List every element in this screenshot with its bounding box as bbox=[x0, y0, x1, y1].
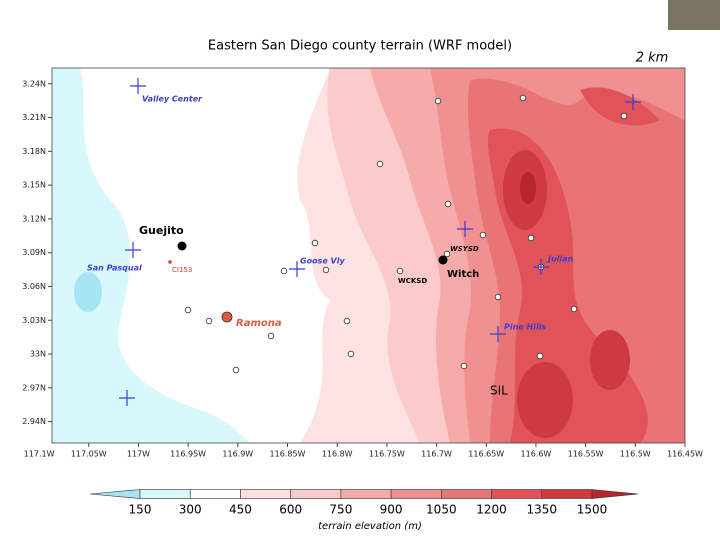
terrain-fill bbox=[74, 272, 102, 312]
corner-label: 2 km bbox=[636, 51, 669, 66]
station-label: Goose Vly bbox=[300, 257, 345, 266]
colorbar-tick-label: 1350 bbox=[527, 503, 558, 517]
colorbar-label: terrain elevation (m) bbox=[318, 521, 422, 532]
title: Eastern San Diego county terrain (WRF mo… bbox=[208, 39, 512, 54]
x-tick-label: 116.9W bbox=[222, 450, 253, 459]
colorbar-swatch bbox=[491, 489, 543, 499]
station-dot bbox=[438, 255, 448, 265]
x-tick-label: 117.1W bbox=[24, 450, 55, 459]
station-label: CI153 bbox=[172, 266, 192, 274]
colorbar-swatch bbox=[541, 489, 593, 499]
colorbar-swatch bbox=[139, 489, 191, 499]
colorbar-tick-label: 1050 bbox=[426, 503, 457, 517]
colorbar-swatch bbox=[189, 489, 241, 499]
colorbar-tick-label: 1500 bbox=[577, 503, 608, 517]
colorbar-swatch bbox=[340, 489, 392, 499]
colorbar-tick-label: 150 bbox=[129, 503, 152, 517]
colorbar-swatch bbox=[441, 489, 492, 499]
colorbar-tick-label: 1200 bbox=[476, 503, 507, 517]
y-tick-label: 3.03N bbox=[22, 316, 46, 325]
terrain-fill bbox=[590, 330, 630, 390]
x-tick-label: 117W bbox=[127, 450, 150, 459]
x-tick-label: 116.45W bbox=[667, 450, 703, 459]
terrain-fill bbox=[520, 172, 536, 204]
terrain-fill bbox=[52, 68, 330, 443]
colorbar-swatch bbox=[290, 489, 342, 499]
station-dot bbox=[221, 311, 233, 323]
colorbar-swatch bbox=[240, 489, 291, 499]
y-tick-label: 3.09N bbox=[22, 248, 46, 257]
stations: Valley Center Guejito San Pasqual CI153 … bbox=[87, 78, 641, 406]
x-tick-label: 116.85W bbox=[270, 450, 306, 459]
terrain-fill bbox=[517, 362, 573, 438]
station-circles bbox=[184, 94, 628, 374]
colorbar-swatch bbox=[390, 489, 442, 499]
colorbar-tick-label: 750 bbox=[329, 503, 352, 517]
y-tick-label: 3.18N bbox=[22, 147, 46, 156]
y-tick-label: 3.06N bbox=[22, 282, 46, 291]
x-tick-label: 117.05W bbox=[71, 450, 107, 459]
station-label: WCKSD bbox=[398, 277, 427, 285]
station-label: Ramona bbox=[236, 318, 282, 329]
terrain-fill bbox=[52, 68, 250, 443]
station-label: Julian bbox=[546, 255, 574, 264]
x-tick-label: 116.95W bbox=[170, 450, 206, 459]
y-tick-label: 3.21N bbox=[22, 113, 46, 122]
map-frame bbox=[51, 67, 686, 444]
station-dot bbox=[168, 260, 172, 264]
station-label: SIL bbox=[490, 384, 508, 398]
colorbar-tick-label: 450 bbox=[229, 503, 252, 517]
x-tick-label: 116.8W bbox=[322, 450, 353, 459]
colorbar-tick-label: 900 bbox=[380, 503, 403, 517]
station-label: WSYSD bbox=[450, 245, 479, 253]
y-tick-label: 2.97N bbox=[22, 383, 46, 392]
station-label: San Pasqual bbox=[87, 264, 142, 273]
colorbar-tick-label: 300 bbox=[179, 503, 202, 517]
colorbar-extend bbox=[89, 489, 141, 499]
terrain bbox=[52, 68, 685, 443]
colorbar-extend bbox=[591, 489, 639, 499]
colorbar-tick-label: 600 bbox=[279, 503, 302, 517]
x-tick-label: 116.5W bbox=[620, 450, 651, 459]
corner-block bbox=[668, 0, 720, 30]
y-tick-label: 3.15N bbox=[22, 181, 46, 190]
x-tick-label: 116.75W bbox=[369, 450, 405, 459]
station-label: Valley Center bbox=[142, 95, 203, 104]
y-tick-label: 3.12N bbox=[22, 214, 46, 223]
x-tick-label: 116.6W bbox=[521, 450, 552, 459]
station-label: Pine Hills bbox=[504, 323, 546, 332]
station-label: Guejito bbox=[139, 224, 184, 237]
x-tick-label: 116.55W bbox=[568, 450, 604, 459]
y-tick-label: 3.24N bbox=[22, 79, 46, 88]
x-tick-label: 116.7W bbox=[421, 450, 452, 459]
y-tick-label: 33N bbox=[30, 350, 46, 359]
station-label: Witch bbox=[447, 269, 479, 280]
colorbar: 150 300 450 600 750 900 1050 1200 1350 1500 bbox=[89, 489, 639, 517]
station-crosses bbox=[119, 78, 641, 406]
y-tick-label: 2.94N bbox=[22, 417, 46, 426]
station-dot bbox=[177, 241, 187, 251]
x-tick-label: 116.65W bbox=[468, 450, 504, 459]
axes: 117.1W 117.05W 117W 116.95W 116.9W 116.85W 116… bbox=[22, 79, 703, 458]
